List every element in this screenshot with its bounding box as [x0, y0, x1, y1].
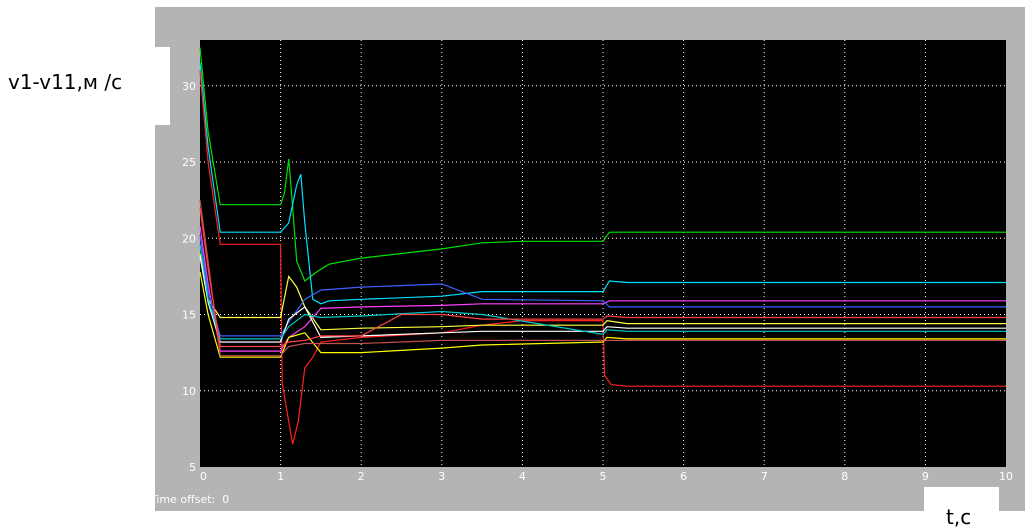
- y-tick-label: 25: [182, 156, 196, 169]
- x-tick-label: 5: [600, 470, 607, 483]
- y-tick-label: 20: [182, 232, 196, 245]
- x-tick-label: 4: [519, 470, 526, 483]
- scope-window: 0 1 2 3 4 5 6 7 8 9 10 5 10 15 20 25 30: [155, 7, 1025, 511]
- x-tick-label: 8: [841, 470, 848, 483]
- time-offset-label: Time offset: 0: [150, 493, 230, 506]
- series-line: [199, 62, 1006, 305]
- y-tick-label: 5: [189, 461, 196, 474]
- x-tick-label: 9: [922, 470, 929, 483]
- xlabel-background: [924, 487, 999, 531]
- series-line: [199, 207, 1006, 348]
- y-axis-label: v1-v11,м /с: [8, 70, 123, 94]
- series-line: [199, 244, 1006, 340]
- series-layer: [199, 47, 1006, 445]
- series-line: [199, 271, 1006, 358]
- series-line: [199, 256, 1006, 343]
- series-line: [199, 70, 1006, 445]
- x-tick-label: 7: [761, 470, 768, 483]
- x-axis-label: t,c: [946, 505, 972, 529]
- x-tick-label: 0: [200, 470, 207, 483]
- x-tick-label: 2: [358, 470, 365, 483]
- x-tick-label: 1: [277, 470, 284, 483]
- series-line: [199, 226, 1006, 352]
- series-line: [199, 47, 1006, 282]
- y-tick-label: 15: [182, 309, 196, 322]
- ylabel-background: [0, 47, 170, 125]
- series-line: [199, 253, 1006, 331]
- plot-area: [200, 40, 1006, 467]
- chart-svg: 0 1 2 3 4 5 6 7 8 9 10 5 10 15 20 25 30: [182, 40, 1013, 483]
- y-tick-label: 30: [182, 80, 196, 93]
- tick-labels: 0 1 2 3 4 5 6 7 8 9 10 5 10 15 20 25 30: [182, 80, 1013, 483]
- x-tick-label: 10: [999, 470, 1013, 483]
- y-tick-label: 10: [182, 385, 196, 398]
- series-line: [199, 200, 1006, 357]
- x-tick-label: 6: [680, 470, 687, 483]
- x-tick-label: 3: [438, 470, 445, 483]
- series-line: [199, 235, 1006, 337]
